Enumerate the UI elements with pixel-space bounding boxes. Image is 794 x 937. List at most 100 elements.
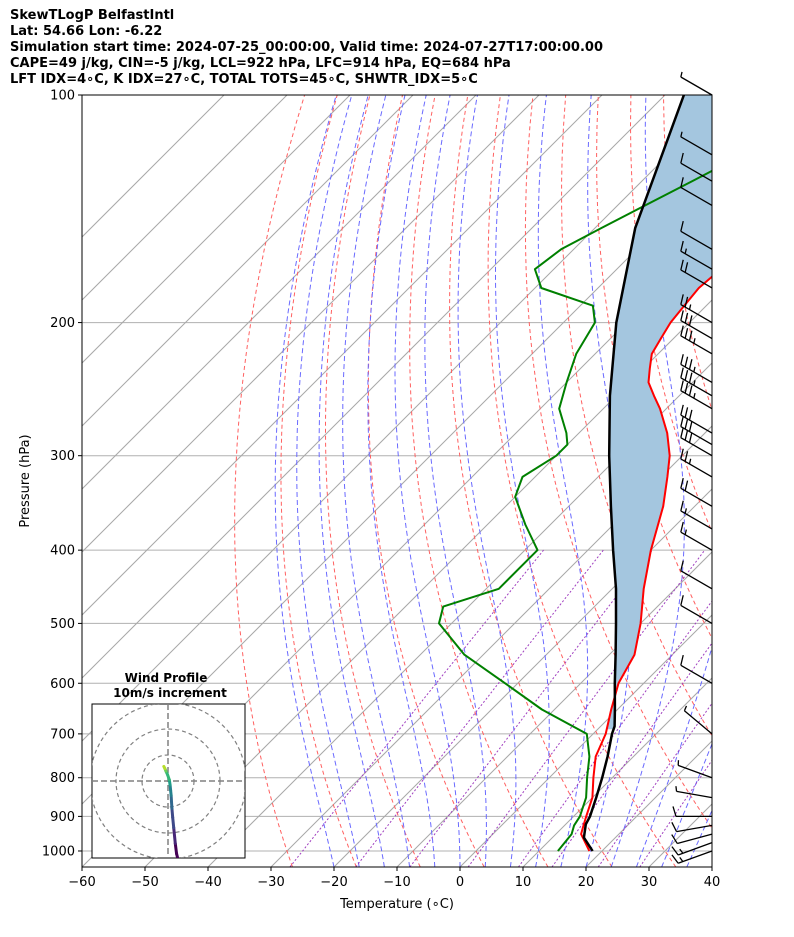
isotherm-line: [82, 95, 477, 490]
isotherm-line: [396, 551, 712, 867]
wind-barb-flag: [688, 330, 693, 342]
wind-barb-flag: [680, 595, 684, 606]
wind-barb-flag: [680, 310, 684, 321]
wind-barb-shaft: [680, 377, 713, 397]
x-tick-label: −60: [68, 875, 95, 890]
dry-adiabat: [234, 95, 306, 867]
moist-adiabat: [367, 95, 436, 867]
wind-barb-flag: [672, 806, 677, 817]
wind-barbs: [671, 71, 713, 864]
wind-barb-halfflag: [679, 857, 684, 862]
wind-barb: [675, 786, 713, 799]
wind-barb-shaft: [680, 186, 713, 207]
wind-barb-flag: [684, 328, 689, 339]
wind-barb: [671, 833, 713, 845]
wind-barb-flag: [684, 262, 689, 273]
y-tick-label: 800: [50, 771, 75, 786]
wind-barb: [680, 71, 713, 96]
hodograph-title: Wind Profile: [125, 671, 208, 685]
moist-adiabat: [296, 95, 360, 867]
chart-header: SkewTLogP BelfastIntl Lat: 54.66 Lon: -6…: [10, 8, 603, 88]
wind-barb-flag: [684, 370, 689, 381]
wind-barb: [680, 521, 713, 551]
moist-adiabat: [424, 95, 487, 867]
y-tick-label: 400: [50, 544, 75, 559]
wind-barb: [680, 367, 713, 397]
temperature-line: [580, 275, 712, 852]
wind-barb-shaft: [677, 833, 713, 845]
wind-barb: [671, 850, 713, 864]
wind-barb-shaft: [680, 426, 713, 446]
isotherm-line: [270, 425, 712, 867]
wind-barb: [680, 595, 713, 624]
wind-barb-halfflag: [684, 248, 687, 254]
moist-adiabat: [457, 95, 517, 867]
wind-barb-shaft: [680, 437, 713, 457]
isotherm-line: [82, 110, 712, 742]
wind-barb-flag: [688, 359, 693, 370]
wind-barb-halfflag: [680, 71, 683, 78]
mixing-ratio-line: [517, 600, 712, 867]
wind-barb-flag: [680, 152, 684, 164]
hodograph-segment: [169, 793, 174, 810]
dewpoint-line: [438, 169, 712, 852]
wind-barb-flag: [680, 367, 684, 378]
wind-barb-shaft: [680, 414, 713, 434]
wind-barb-flag: [688, 409, 693, 421]
wind-barb: [672, 806, 712, 818]
dry-adiabat: [629, 95, 712, 534]
wind-barb-flag: [680, 521, 684, 533]
dry-adiabat: [761, 95, 794, 867]
moist-adiabats: [274, 95, 712, 867]
wind-barb: [680, 416, 713, 446]
isotherm-line: [333, 488, 712, 867]
x-tick-label: 40: [704, 875, 721, 890]
wind-barb-shaft: [680, 458, 713, 478]
x-tick-label: 30: [641, 875, 658, 890]
dry-adiabat: [449, 95, 613, 867]
y-tick-label: 900: [50, 810, 75, 825]
wind-barb-flag: [680, 560, 684, 571]
x-tick-label: 10: [515, 875, 532, 890]
wind-barb-halfflag: [688, 304, 692, 310]
parcel-path-line: [582, 95, 686, 852]
wind-barb: [680, 354, 713, 383]
wind-barb: [680, 404, 713, 434]
wind-barb-flag: [680, 294, 684, 305]
wind-barb-shaft: [680, 604, 713, 624]
wind-barb-halfflag: [684, 508, 687, 514]
profile-lines: [438, 95, 712, 852]
wind-barb-flag: [680, 240, 684, 252]
wind-barb-halfflag: [693, 366, 696, 373]
wind-barb: [680, 654, 713, 684]
axes: −60 −50 −40 −30 −20 −10 0 10 20 30 40 Temperature (…: [18, 89, 720, 913]
wind-barb-shaft: [680, 363, 713, 383]
wind-barb-flag: [684, 407, 689, 418]
wind-barb-flag: [680, 500, 684, 512]
x-axis-label: Temperature (∘C): [339, 897, 454, 912]
wind-barb-flag: [671, 854, 679, 864]
x-tick-label: −30: [257, 875, 284, 890]
moist-adiabat: [635, 645, 712, 867]
moist-adiabat: [394, 95, 461, 867]
wind-barb-shaft: [680, 162, 713, 182]
wind-barb: [677, 760, 713, 779]
dry-adiabat: [325, 95, 421, 867]
wind-barb-shaft: [680, 269, 713, 289]
y-tick-label: 200: [50, 316, 75, 331]
wind-barb: [680, 131, 713, 156]
dry-adiabat: [409, 95, 549, 867]
x-tick-label: −10: [383, 875, 410, 890]
wind-barb-halfflag: [688, 458, 692, 465]
hodograph-segment: [162, 764, 167, 771]
wind-barb-flag: [684, 418, 689, 430]
dry-adiabat: [367, 95, 485, 867]
wind-barb: [680, 294, 713, 324]
isotherm-line: [82, 95, 225, 238]
wind-barb-flag: [688, 372, 693, 383]
isotherm-line: [82, 95, 288, 301]
moist-adiabat: [318, 95, 385, 867]
chart-title: SkewTLogP BelfastIntl: [10, 8, 175, 23]
wind-barb: [680, 310, 713, 340]
wind-barb-flag: [680, 427, 684, 438]
